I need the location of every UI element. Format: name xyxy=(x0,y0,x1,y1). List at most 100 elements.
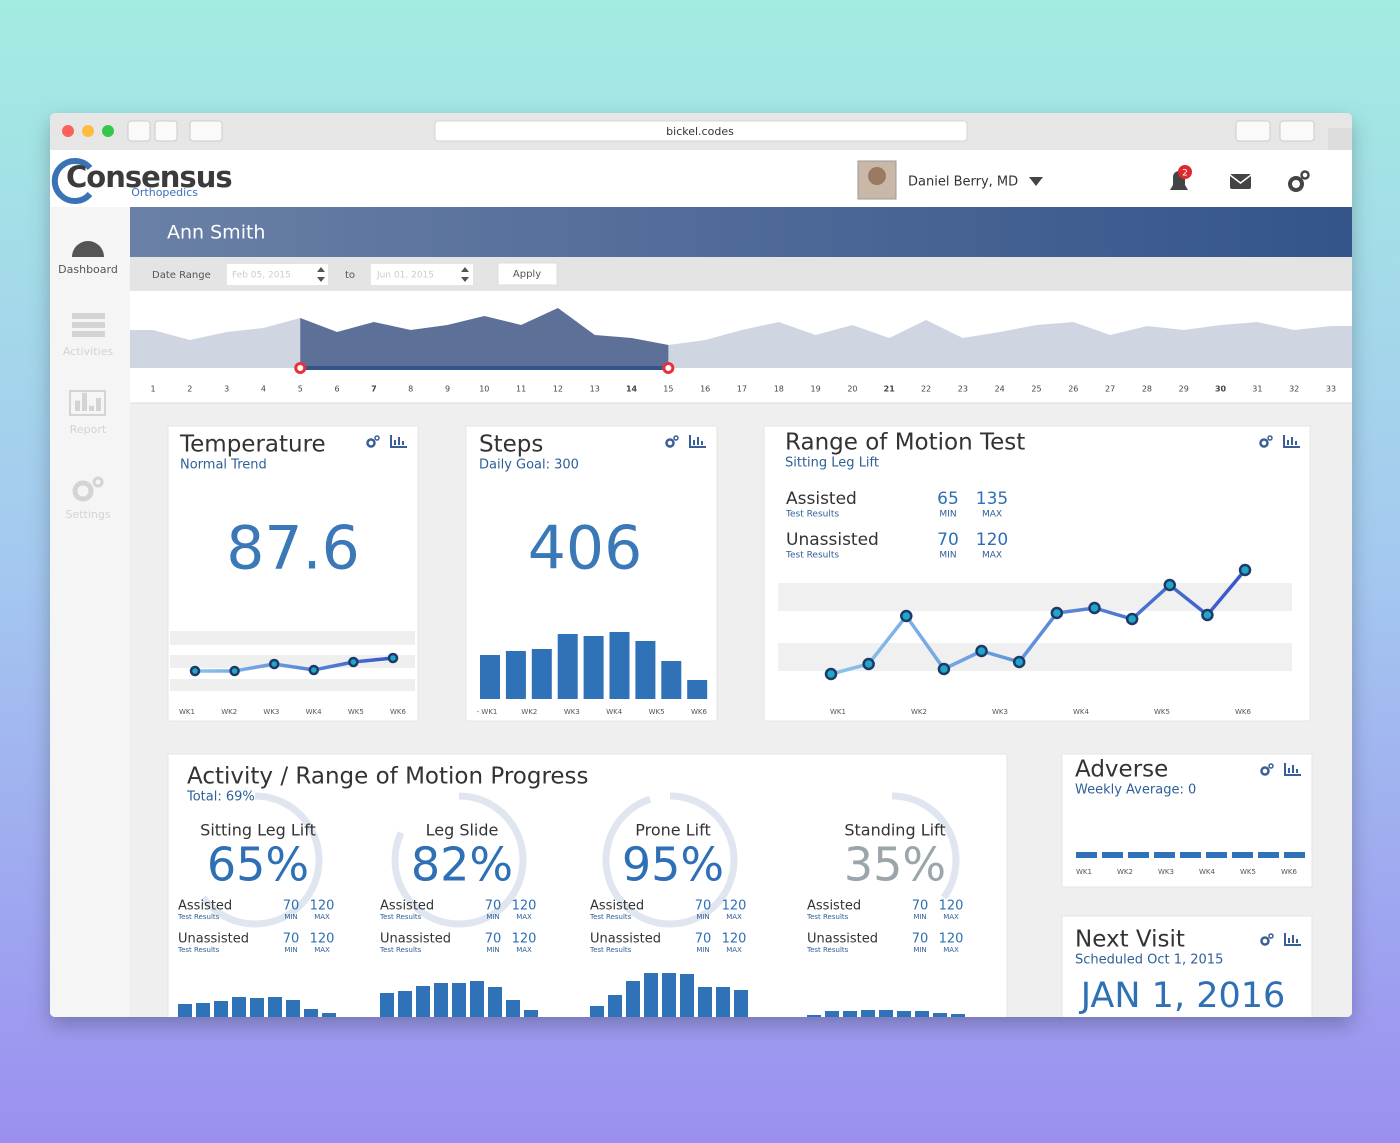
stat-max: 135 xyxy=(976,489,1008,509)
bar xyxy=(661,661,682,699)
card-chart-icon[interactable] xyxy=(689,435,706,448)
day-label: 19 xyxy=(811,385,821,394)
new-tab-button[interactable] xyxy=(1328,128,1352,150)
card-settings-icon[interactable] xyxy=(1260,766,1270,776)
stat-max: 120 xyxy=(512,899,537,914)
stat-label: Assisted xyxy=(590,899,644,914)
close-button[interactable] xyxy=(62,125,74,137)
zoom-button[interactable] xyxy=(102,125,114,137)
report-icon-frame xyxy=(69,390,106,416)
next-visit-date: JAN 1, 2016 xyxy=(1079,976,1286,1016)
bar xyxy=(268,997,282,1017)
from-stepper[interactable] xyxy=(317,267,325,282)
user-name[interactable]: Daniel Berry, MD xyxy=(908,175,1018,190)
user-menu-arrow[interactable] xyxy=(1029,177,1043,186)
week-label: WK2 xyxy=(1117,868,1133,876)
to-stepper[interactable] xyxy=(461,267,469,282)
card-chart-icon[interactable] xyxy=(1284,763,1301,776)
tabs-button[interactable] xyxy=(1279,120,1315,142)
range-handle[interactable] xyxy=(294,362,307,374)
bar xyxy=(322,1013,336,1017)
avatar-face xyxy=(868,167,886,185)
activity-card xyxy=(167,753,1008,1017)
adverse-card xyxy=(1061,753,1313,888)
card-settings-icon[interactable] xyxy=(1259,438,1269,448)
card-chart-icon[interactable] xyxy=(1284,933,1301,946)
stat-label: Assisted xyxy=(380,899,434,914)
mail-icon[interactable] xyxy=(1230,174,1251,189)
bar xyxy=(635,641,656,699)
stat-min: 70 xyxy=(283,899,300,914)
apply-button[interactable] xyxy=(497,262,558,286)
card-chart-icon[interactable] xyxy=(390,435,407,448)
bar xyxy=(861,1010,875,1017)
week-label: WK2 xyxy=(221,708,237,716)
bar xyxy=(1154,852,1175,858)
card-settings-icon[interactable] xyxy=(665,438,675,448)
steps-value: 406 xyxy=(528,514,643,584)
forward-button[interactable] xyxy=(154,120,178,142)
bar xyxy=(626,981,640,1017)
nav-label[interactable]: Dashboard xyxy=(58,263,118,276)
nav-label[interactable]: Settings xyxy=(65,508,110,521)
to-label: to xyxy=(345,270,355,281)
share-button[interactable] xyxy=(1235,120,1271,142)
trend-point xyxy=(862,657,875,671)
activities-icon xyxy=(72,331,105,337)
max-label: MAX xyxy=(516,913,532,921)
card-settings-icon[interactable] xyxy=(1260,936,1270,946)
stat-label: Unassisted xyxy=(590,932,661,947)
progress-ring xyxy=(891,792,960,900)
card-subtitle: Daily Goal: 300 xyxy=(479,458,579,473)
settings-icon[interactable] xyxy=(1288,176,1304,192)
week-label: WK3 xyxy=(263,708,279,716)
stat-label: Unassisted xyxy=(178,932,249,947)
max-label: MAX xyxy=(943,913,959,921)
nav-label[interactable]: Report xyxy=(70,423,107,436)
bar xyxy=(505,651,526,699)
day-label: 23 xyxy=(958,385,968,394)
card-settings-icon-small xyxy=(673,435,679,441)
stat-sub: Test Results xyxy=(785,510,839,520)
trend-point xyxy=(1201,608,1214,622)
trend-point xyxy=(1050,606,1064,620)
trend-point xyxy=(189,665,201,677)
stat-max: 120 xyxy=(310,932,335,947)
min-label: MIN xyxy=(486,946,499,954)
stat-max: 120 xyxy=(722,899,747,914)
bar xyxy=(178,1004,192,1017)
stat-sub: Test Results xyxy=(589,913,632,921)
card-subtitle: Scheduled Oct 1, 2015 xyxy=(1075,953,1223,968)
nav-label[interactable]: Activities xyxy=(63,345,113,358)
dashboard-icon xyxy=(72,241,104,257)
from-input[interactable] xyxy=(227,264,328,285)
url-bar[interactable] xyxy=(434,120,968,142)
report-icon xyxy=(75,400,80,411)
bar xyxy=(557,634,578,699)
minimize-button[interactable] xyxy=(82,125,94,137)
day-label: 22 xyxy=(921,385,931,394)
stat-sub: Test Results xyxy=(806,946,849,954)
trend-point xyxy=(1125,612,1139,626)
stat-sub: Test Results xyxy=(177,946,220,954)
stat-sub: Test Results xyxy=(379,913,422,921)
settings-nav-icon xyxy=(72,480,94,502)
day-label: 13 xyxy=(590,385,600,394)
day-label: 3 xyxy=(224,385,229,394)
card-settings-icon-small xyxy=(1268,763,1274,769)
mail-flap xyxy=(1229,174,1252,184)
day-label: 5 xyxy=(298,385,303,394)
max-label: MAX xyxy=(943,946,959,954)
card-settings-icon[interactable] xyxy=(366,438,376,448)
patient-banner xyxy=(130,207,1352,257)
sidebar-button[interactable] xyxy=(189,120,223,142)
to-input[interactable] xyxy=(371,264,473,285)
week-label: WK3 xyxy=(564,708,580,716)
card-chart-icon[interactable] xyxy=(1283,435,1300,448)
trend-point xyxy=(348,656,359,668)
range-handle[interactable] xyxy=(662,362,675,374)
activity-percent: 82% xyxy=(411,838,513,892)
bar xyxy=(524,1010,538,1017)
bar xyxy=(583,636,604,699)
back-button[interactable] xyxy=(127,120,151,142)
